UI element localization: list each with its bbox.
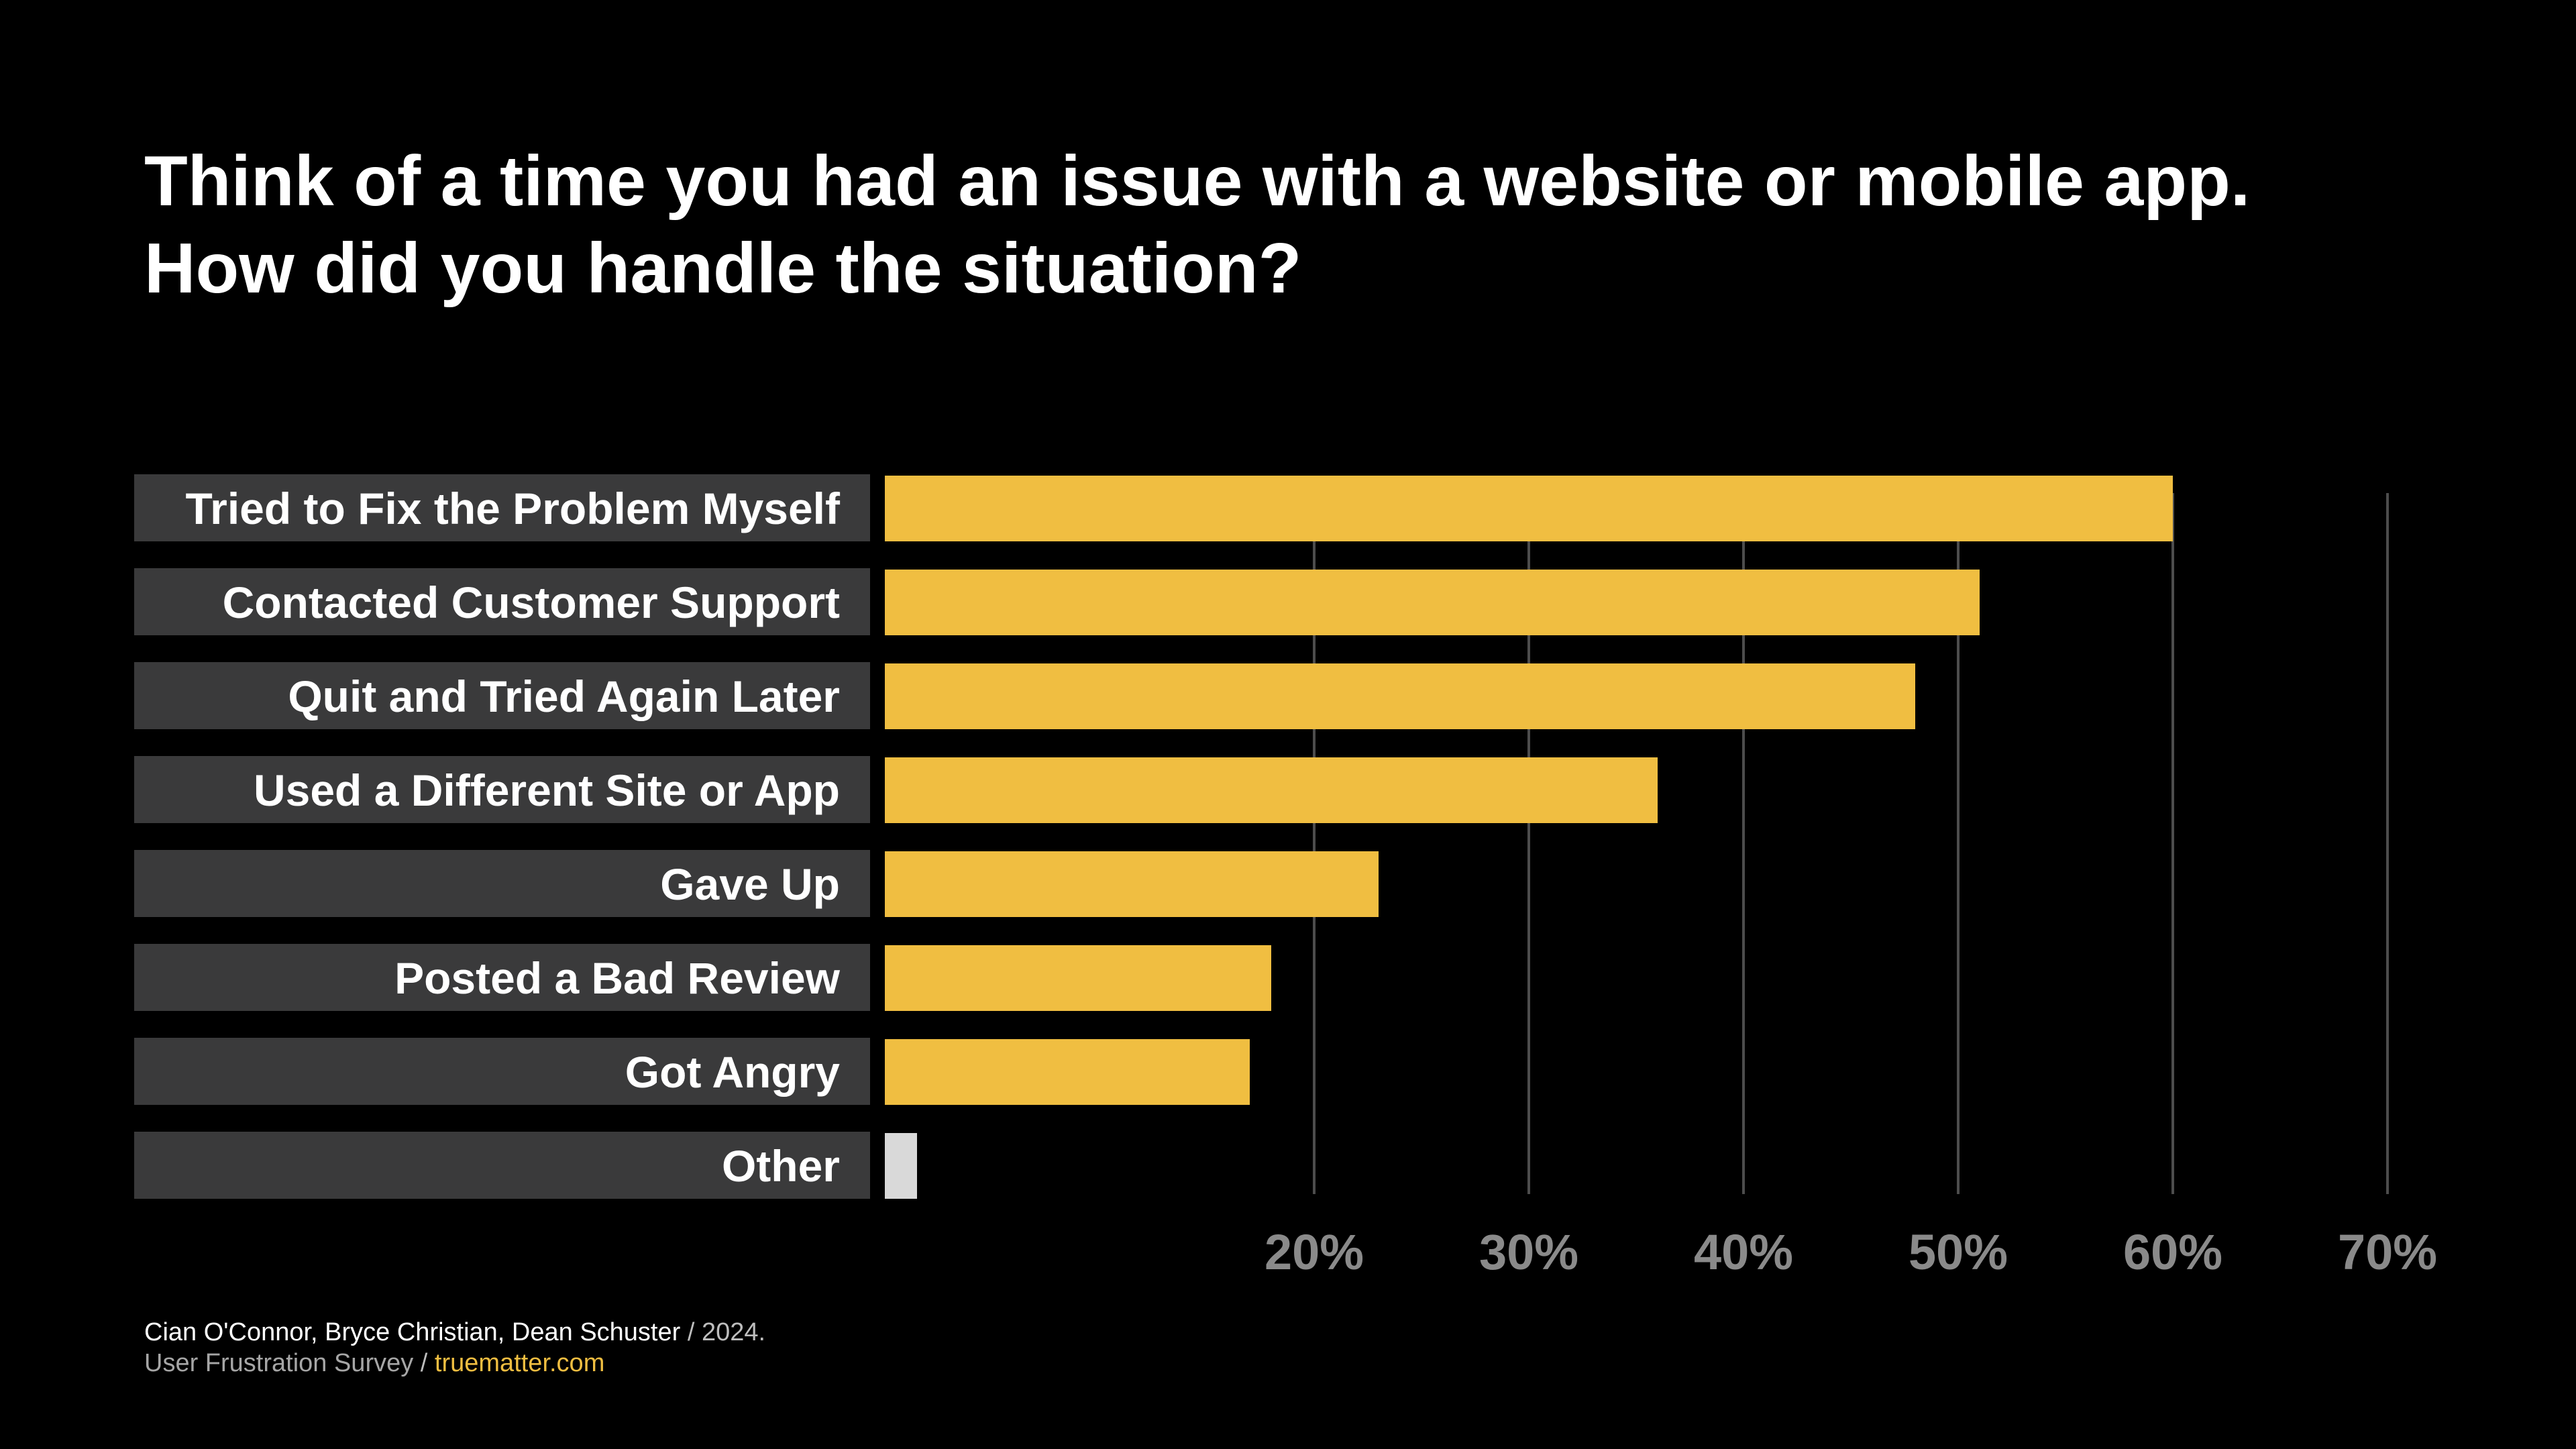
x-tick-label-50: 50% xyxy=(1909,1224,2008,1280)
category-label-box-quit-and-tried-again-later xyxy=(134,662,870,729)
footer-separator-2: / xyxy=(413,1349,435,1377)
category-label-box-gave-up xyxy=(134,850,870,917)
x-tick-label-20: 20% xyxy=(1265,1224,1364,1280)
category-labels: Tried to Fix the Problem Myself Contacted… xyxy=(134,474,870,1199)
chart-title: Think of a time you had an issue with a … xyxy=(144,138,2250,312)
x-tick-label-30: 30% xyxy=(1479,1224,1578,1280)
bar-got-angry xyxy=(885,1039,1250,1105)
bar-tried-to-fix-the-problem-myself xyxy=(885,476,2173,541)
x-axis-ticks: 20% 30% 40% 50% 60% 70% xyxy=(1265,1224,2437,1280)
footer-credit-line: Cian O'Connor, Bryce Christian, Dean Sch… xyxy=(144,1317,765,1348)
chart-title-line-1: Think of a time you had an issue with a … xyxy=(144,142,2251,221)
bar-quit-and-tried-again-later xyxy=(885,663,1915,729)
bar-gave-up xyxy=(885,851,1379,917)
bar-other xyxy=(885,1133,917,1199)
bar-posted-a-bad-review xyxy=(885,945,1271,1011)
category-label-box-posted-a-bad-review xyxy=(134,944,870,1011)
x-tick-label-40: 40% xyxy=(1694,1224,1793,1280)
category-label-other: Other xyxy=(722,1141,840,1191)
category-label-gave-up: Gave Up xyxy=(660,859,840,909)
category-label-box-contacted-customer-support xyxy=(134,568,870,635)
category-label-contacted-customer-support: Contacted Customer Support xyxy=(223,578,840,627)
chart-title-line-2: How did you handle the situation? xyxy=(144,229,1302,308)
footer-source-line: User Frustration Survey / truematter.com xyxy=(144,1348,765,1379)
x-tick-label-60: 60% xyxy=(2123,1224,2222,1280)
category-label-tried-to-fix-the-problem-myself: Tried to Fix the Problem Myself xyxy=(185,484,841,533)
bars xyxy=(885,476,2173,1199)
footer-separator: / xyxy=(680,1318,702,1346)
category-label-box-other xyxy=(134,1132,870,1199)
footer-year: 2024. xyxy=(701,1318,766,1346)
x-tick-label-70: 70% xyxy=(2338,1224,2437,1280)
category-label-quit-and-tried-again-later: Quit and Tried Again Later xyxy=(288,672,840,721)
category-label-box-tried-to-fix-the-problem-myself xyxy=(134,474,870,541)
category-label-box-used-a-different-site-or-app xyxy=(134,756,870,823)
category-label-used-a-different-site-or-app: Used a Different Site or App xyxy=(254,765,840,815)
category-label-box-got-angry xyxy=(134,1038,870,1105)
category-label-posted-a-bad-review: Posted a Bad Review xyxy=(394,953,841,1003)
source-footer: Cian O'Connor, Bryce Christian, Dean Sch… xyxy=(144,1317,765,1379)
category-label-got-angry: Got Angry xyxy=(625,1047,840,1097)
bar-contacted-customer-support xyxy=(885,570,1980,635)
footer-survey-name: User Frustration Survey xyxy=(144,1349,414,1377)
bar-used-a-different-site-or-app xyxy=(885,757,1658,823)
footer-authors: Cian O'Connor, Bryce Christian, Dean Sch… xyxy=(144,1318,681,1346)
footer-site-link[interactable]: truematter.com xyxy=(434,1349,605,1377)
